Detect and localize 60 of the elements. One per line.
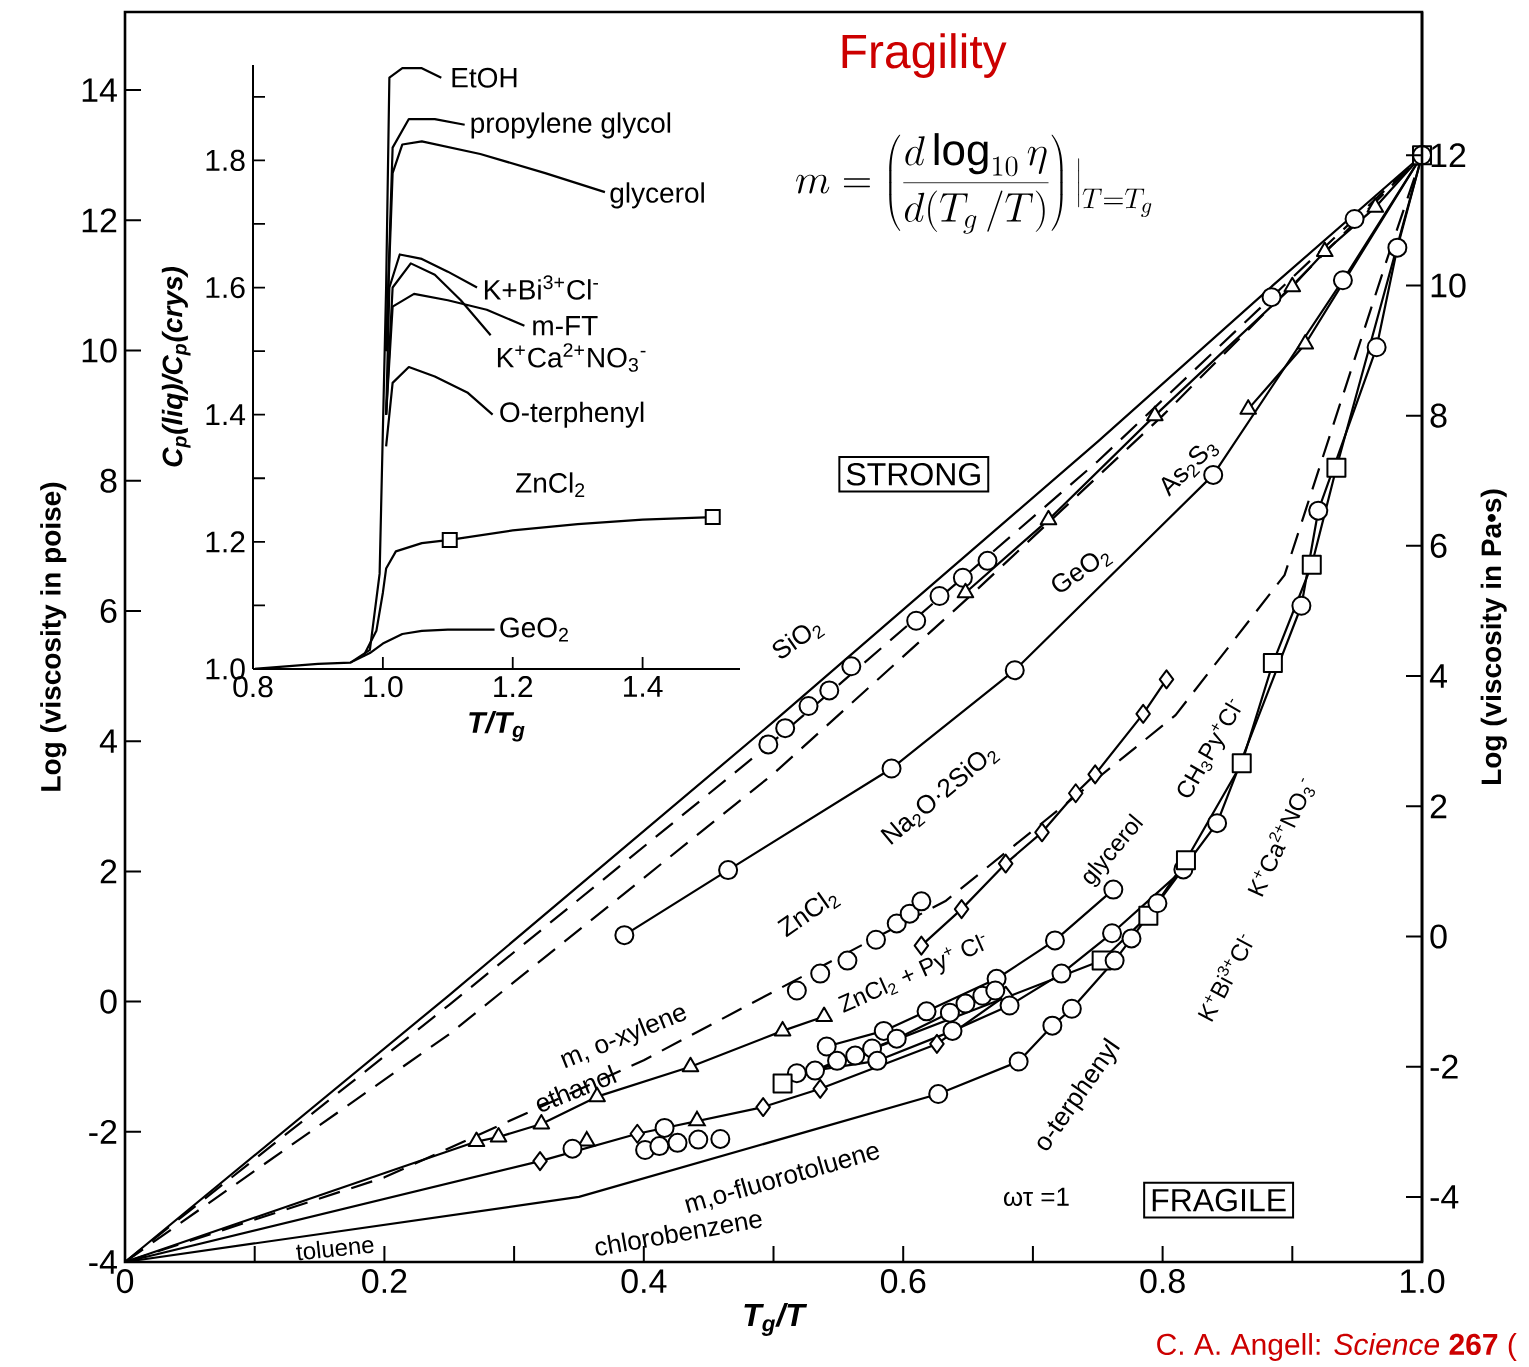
x-tick-label: 0.6 [880, 1269, 926, 1294]
annotation: chlorobenzene [595, 1214, 762, 1256]
y-tick-label: -4 [89, 1250, 117, 1274]
y-tick-label: 1.2 [206, 531, 245, 553]
x-tick-label: 0.8 [1140, 1269, 1185, 1294]
x-axis-title: T/T$_{g}$ [469, 711, 525, 742]
annotation: toluene [295, 1240, 374, 1261]
y-tick-label: -2 [89, 1119, 117, 1144]
annotation: STRONG [846, 462, 980, 486]
y-tick-label: 1.6 [206, 276, 245, 299]
annotation: K$^{+}$Ca$^{2+}$NO$_{3}$- [497, 343, 646, 372]
annotation: ωτ =1 [1003, 1187, 1069, 1206]
annotation: ZnCl$_{2}$ [516, 472, 585, 497]
annotation: K+Bi$^{3+}$Cl$^{-}$ [484, 275, 599, 300]
annotation: K$^{+}$Bi$^{3+}$Cl$^{-}$ [1197, 934, 1253, 1022]
y-axis-title: Log (viscosity in poise) [40, 482, 67, 791]
annotation: GeO$_{2}$ [1052, 553, 1114, 592]
annotation: propylene glycol [471, 112, 671, 139]
x-tick-label: 0.2 [362, 1269, 407, 1294]
annotation: CH$_{3}$Py$^{+}$Cl$^{-}$ [1177, 698, 1241, 798]
annotation: glycerol [610, 182, 704, 209]
annotation: $m=\left(\frac{d\log_{10}\eta}{d(T_g\,/T)}\right)\Bigg|_{T=T_g}$ [796, 133, 1152, 234]
x-tick-label: 1.4 [624, 676, 663, 697]
y-tick-label: 1.8 [206, 149, 245, 171]
y2-tick-label: -2 [1430, 1054, 1458, 1079]
annotation: K$^{+}$Ca$^{2+}$NO$_{3}$- [1247, 778, 1315, 897]
annotation: FRAGILE [1152, 1188, 1286, 1212]
y-tick-label: 4 [99, 729, 117, 753]
x-tick-label: 0 [116, 1269, 134, 1294]
y-tick-label: 1.4 [206, 404, 246, 426]
annotation: SiO$_{2}$ [772, 625, 826, 659]
annotation: As$_{2}$S$_{3}$ [1161, 444, 1220, 497]
x-tick-label: 1.2 [494, 676, 533, 698]
x-tick-label: 1.0 [364, 676, 403, 698]
y-tick-label: 0 [100, 989, 117, 1014]
y2-tick-label: 4 [1429, 664, 1447, 688]
y-tick-label: 10 [82, 338, 117, 363]
annotation: O-terphenyl [500, 401, 644, 428]
y-tick-label: 2 [100, 859, 117, 884]
y2-tick-label: 0 [1430, 924, 1447, 949]
y2-tick-label: 2 [1430, 794, 1447, 819]
text: C. A. Angell: Science 267 ( [1157, 1333, 1517, 1361]
y-tick-label: 12 [82, 208, 117, 233]
annotation: ZnCl$_{2}$ + Py$^{+}$ Cl$^{-}$ [837, 934, 985, 1013]
y-tick-label: 14 [82, 78, 117, 102]
annotation: m-FT [533, 316, 598, 336]
y2-tick-label: 10 [1431, 273, 1466, 298]
y2-tick-label: 8 [1430, 403, 1447, 428]
y-tick-label: 6 [100, 598, 117, 623]
y2-tick-label: -4 [1430, 1185, 1459, 1209]
y2-tick-label: 6 [1430, 533, 1447, 558]
annotation: EtOH [452, 67, 517, 88]
y-tick-label: 8 [100, 468, 117, 493]
x-tick-label: 0.4 [621, 1269, 667, 1294]
y2-axis-title: Log (viscosity in Pa•s) [1480, 489, 1507, 784]
annotation: Fragility [842, 33, 1007, 78]
annotation: GeO$_{2}$ [500, 617, 568, 642]
x-tick-label: 1.0 [1400, 1269, 1445, 1294]
y-axis-title: C$_{p}$(liq)/C$_{p}$(crys) [161, 266, 191, 467]
x-axis-title: T$_{g}$/T [744, 1302, 808, 1336]
